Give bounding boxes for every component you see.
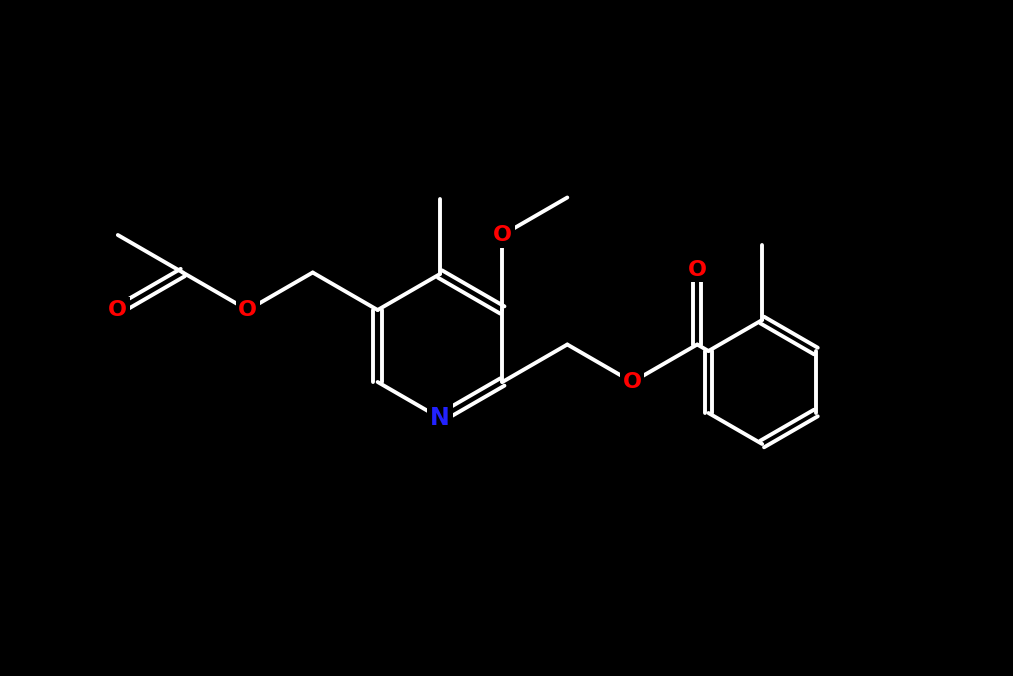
Text: O: O — [623, 372, 642, 392]
Text: O: O — [688, 260, 707, 279]
Text: O: O — [238, 300, 257, 320]
Text: N: N — [431, 406, 450, 430]
Text: O: O — [493, 225, 512, 245]
Text: O: O — [108, 300, 128, 320]
